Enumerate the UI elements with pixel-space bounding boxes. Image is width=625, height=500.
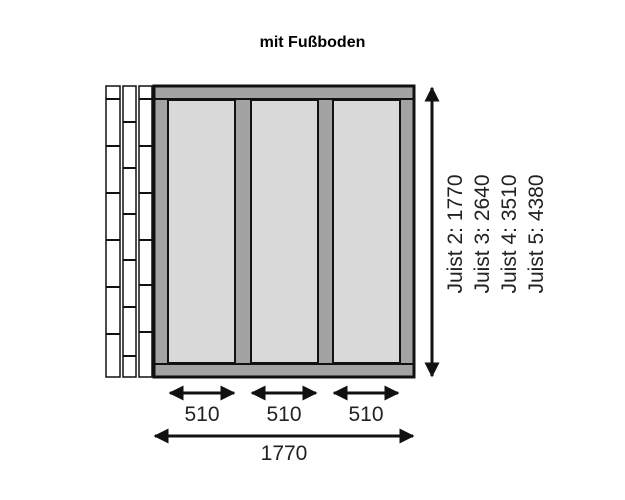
floor-panel xyxy=(250,99,319,364)
depth-label: Juist 2: 1770 xyxy=(444,174,467,293)
depth-label: Juist 3: 2640 xyxy=(471,174,494,293)
floor-panel xyxy=(332,99,401,364)
floor-frame xyxy=(152,84,416,379)
wall-boards xyxy=(105,85,153,378)
bay-width-label: 510 xyxy=(184,403,219,426)
floor-panel xyxy=(167,99,236,364)
depth-label: Juist 4: 3510 xyxy=(498,174,521,293)
bay-width-label: 510 xyxy=(348,403,383,426)
depth-label: Juist 5: 4380 xyxy=(525,174,548,293)
total-width-label: 1770 xyxy=(261,442,308,465)
diagram-title: mit Fußboden xyxy=(259,34,366,51)
bay-width-label: 510 xyxy=(266,403,301,426)
